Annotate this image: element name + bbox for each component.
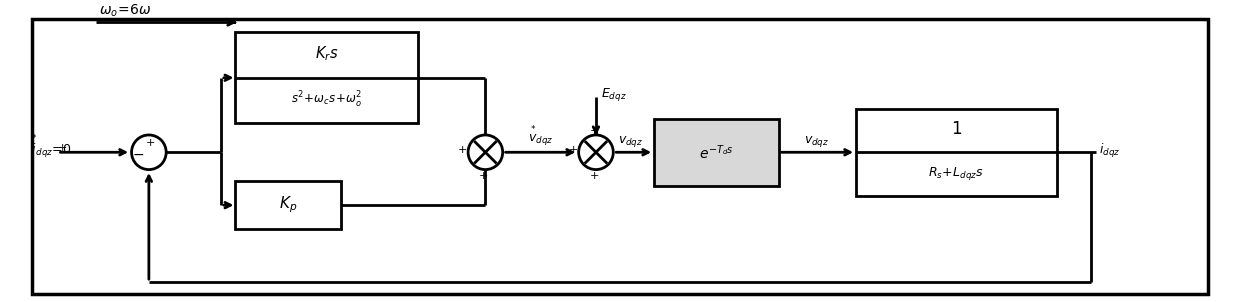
- Circle shape: [579, 135, 614, 170]
- Text: $+$: $+$: [589, 170, 599, 181]
- Text: $v_{dqz}$: $v_{dqz}$: [618, 134, 644, 149]
- Circle shape: [467, 135, 502, 170]
- Text: $E_{dqz}$: $E_{dqz}$: [600, 86, 626, 103]
- Bar: [236, 181, 341, 229]
- Text: $\overset{*}{i}_{dqz}\!=\!0$: $\overset{*}{i}_{dqz}\!=\!0$: [31, 133, 72, 162]
- Text: $1$: $1$: [951, 121, 962, 138]
- Text: $+$: $+$: [57, 142, 67, 153]
- Text: $\omega_o\!=\!6\omega$: $\omega_o\!=\!6\omega$: [99, 2, 151, 19]
- Text: $e^{-T_d s}$: $e^{-T_d s}$: [699, 143, 734, 162]
- Text: $K_p$: $K_p$: [279, 195, 298, 215]
- Text: $+$: $+$: [568, 144, 578, 155]
- Text: $+$: $+$: [458, 144, 467, 155]
- Text: $K_r s$: $K_r s$: [315, 45, 339, 63]
- Text: $v_{dqz}$: $v_{dqz}$: [805, 134, 830, 149]
- Text: $+$: $+$: [145, 137, 155, 148]
- Text: $\overset{*}{v}_{dqz}$: $\overset{*}{v}_{dqz}$: [528, 124, 553, 149]
- Text: $i_{dqz}$: $i_{dqz}$: [1099, 142, 1120, 160]
- Bar: [653, 119, 779, 186]
- Text: $+$: $+$: [479, 170, 489, 181]
- Circle shape: [131, 135, 166, 170]
- Text: $R_s\!+\!L_{dqz}s$: $R_s\!+\!L_{dqz}s$: [929, 165, 985, 182]
- Bar: [236, 32, 418, 124]
- Bar: [856, 109, 1058, 195]
- Text: $-$: $-$: [133, 147, 145, 161]
- Text: $s^2\!+\!\omega_c s\!+\!\omega_o^2$: $s^2\!+\!\omega_c s\!+\!\omega_o^2$: [291, 90, 362, 110]
- Text: $+$: $+$: [589, 125, 599, 136]
